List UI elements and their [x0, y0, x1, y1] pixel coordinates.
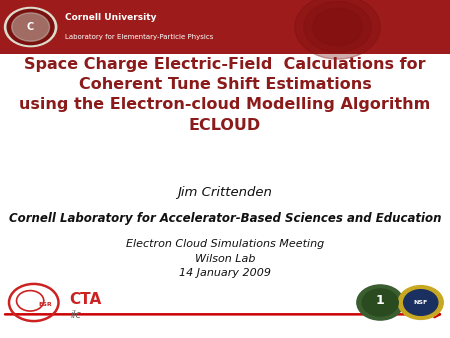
Circle shape — [4, 7, 57, 47]
Circle shape — [398, 286, 443, 319]
Circle shape — [404, 290, 438, 315]
Text: Laboratory for Elementary-Particle Physics: Laboratory for Elementary-Particle Physi… — [65, 34, 214, 40]
Text: CTA: CTA — [70, 292, 102, 307]
Circle shape — [362, 289, 398, 316]
Text: 1: 1 — [376, 294, 385, 307]
Circle shape — [12, 13, 50, 41]
Text: NSF: NSF — [414, 300, 428, 305]
Text: Electron Cloud Simulations Meeting
Wilson Lab
14 January 2009: Electron Cloud Simulations Meeting Wilso… — [126, 239, 324, 279]
Circle shape — [7, 9, 54, 45]
Text: ilc: ilc — [71, 310, 82, 320]
Bar — [0, 0, 450, 54]
Circle shape — [357, 285, 404, 320]
Text: Cornell Laboratory for Accelerator-Based Sciences and Education: Cornell Laboratory for Accelerator-Based… — [9, 212, 441, 224]
Circle shape — [313, 8, 362, 46]
Text: Cornell University: Cornell University — [65, 13, 157, 22]
Circle shape — [304, 2, 371, 52]
Text: Space Charge Electric-Field  Calculations for
Coherent Tune Shift Estimations
us: Space Charge Electric-Field Calculations… — [19, 56, 431, 133]
Text: C: C — [27, 22, 34, 32]
Text: ESR: ESR — [38, 302, 52, 307]
Circle shape — [295, 0, 380, 59]
Text: Jim Crittenden: Jim Crittenden — [178, 186, 272, 199]
